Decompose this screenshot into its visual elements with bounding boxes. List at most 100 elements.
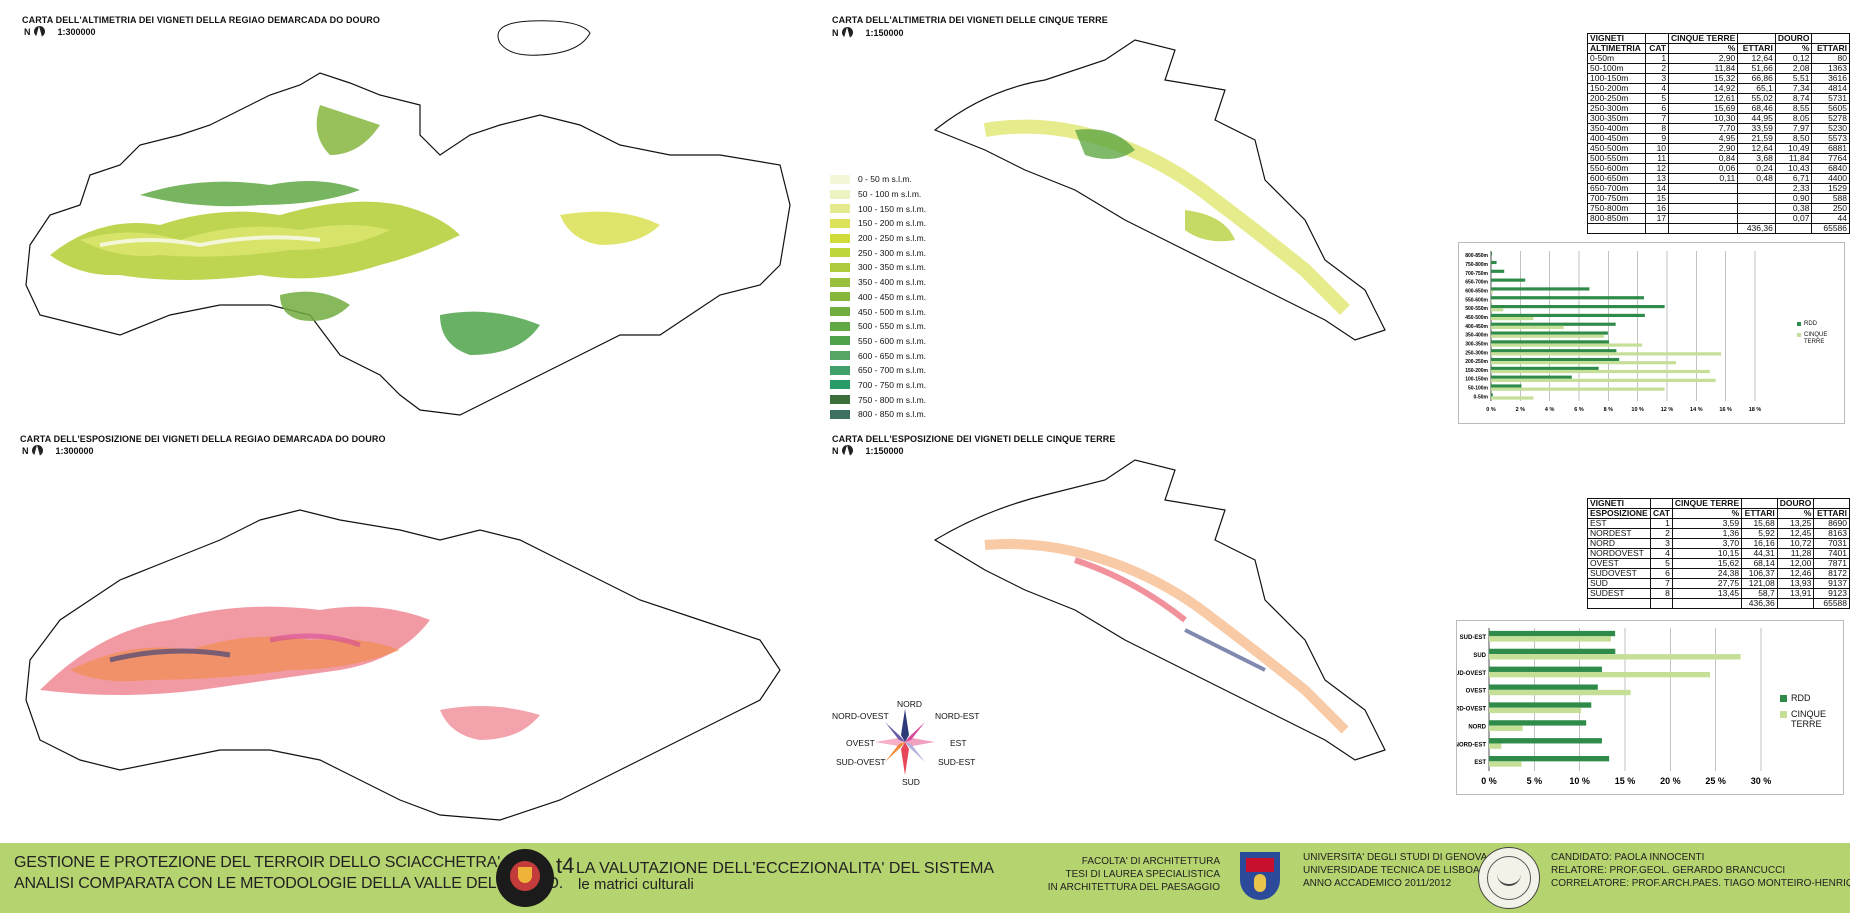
x-tick-label: 12 % (1661, 407, 1674, 413)
compass-sud-est: SUD-EST (938, 757, 976, 767)
table-cell: 5731 (1811, 93, 1850, 104)
table-cell: 12,45 (1776, 528, 1815, 539)
legend-row: 250 - 300 m s.l.m. (830, 245, 926, 260)
table-cell: 2,08 (1774, 63, 1813, 74)
category-label: 700-750m (1465, 271, 1488, 277)
table-cell: 106,37 (1741, 568, 1778, 579)
legend-swatch (830, 248, 850, 258)
bar-cinque-terre (1491, 343, 1643, 347)
table-row: 650-700m 14 2,33 1529 (1586, 183, 1850, 194)
university-line1: UNIVERSITA' DEGLI STUDI DI GENOVA (1303, 852, 1488, 863)
table-cell (1668, 213, 1739, 224)
bar-cinque-terre (1491, 308, 1504, 312)
table-cell (1737, 193, 1776, 204)
table-cell: 50-100m (1586, 63, 1647, 74)
north-label: N (24, 26, 31, 37)
table-cell: ETTARI (1813, 508, 1850, 519)
legend-ct: CINQUE TERRE (1797, 332, 1834, 346)
table-cell: 44 (1811, 213, 1850, 224)
bar-rdd (1491, 269, 1505, 273)
legend-swatch (830, 218, 850, 228)
bar-rdd (1491, 349, 1617, 353)
north-indicator: N 1:300000 (24, 26, 96, 37)
legend-swatch (830, 395, 850, 405)
table-cell: 65588 (1813, 598, 1850, 609)
compass-sud-ovest: SUD-OVEST (836, 757, 886, 767)
legend-swatch (830, 262, 850, 272)
table-cell: 150-200m (1586, 83, 1647, 94)
table-cell: 8,55 (1774, 103, 1813, 114)
compass-nord-est: NORD-EST (935, 711, 980, 721)
category-label: SUD-OVEST (1457, 671, 1486, 677)
table-row: SUDOVEST 6 24,38 106,37 12,46 8172 (1587, 568, 1850, 579)
table-cell: 27,75 (1671, 578, 1743, 589)
table-cell: 121,08 (1741, 578, 1778, 589)
legend-swatch (830, 336, 850, 346)
altimetry-chart: 0 % 2 % 4 % 6 % 8 % 10 % 12 % 14 % 16 % 18 % 800-8… (1458, 242, 1845, 424)
table-row: OVEST 5 15,62 68,14 12,00 7871 (1587, 558, 1850, 569)
map-title-esposizione-douro: CARTA DELL'ESPOSIZIONE DEI VIGNETI DELLA… (20, 434, 386, 444)
legend-swatch (830, 189, 850, 199)
x-tick-label: 0 % (1481, 776, 1497, 786)
footer-title-line2: ANALISI COMPARATA CON LE METODOLOGIE DEL… (14, 875, 563, 892)
north-label: N (22, 445, 29, 456)
table-cell (1737, 203, 1776, 214)
table-cell: 4 (1645, 83, 1670, 94)
category-label: 250-300m (1465, 350, 1488, 356)
table-cell: 436,36 (1741, 598, 1778, 609)
table-cell: CAT (1649, 508, 1673, 519)
legend-label: 50 - 100 m s.l.m. (858, 189, 922, 200)
bar-cinque-terre (1489, 743, 1502, 749)
legend-row: 400 - 450 m s.l.m. (830, 290, 926, 305)
thesis-logo-icon (496, 849, 554, 907)
legend-rdd: RDD (1780, 693, 1811, 703)
table-cell (1813, 498, 1850, 509)
legend-swatch (830, 292, 850, 302)
exposure-bar-chart: 0 % 5 % 10 % 15 % 20 % 25 % 30 % SUD-EST SUD SUD-… (1446, 628, 1771, 786)
bar-cinque-terre (1491, 378, 1716, 382)
legend-label: 100 - 150 m s.l.m. (858, 203, 927, 214)
table-cell: 15,68 (1741, 518, 1778, 529)
legend-swatch (830, 174, 850, 184)
bar-rdd (1489, 738, 1602, 744)
table-cell: 200-250m (1586, 93, 1647, 104)
table-cell: 5 (1649, 558, 1673, 569)
table-cell: SUDEST (1587, 588, 1651, 599)
category-label: 400-450m (1465, 324, 1488, 330)
table-cell: 65,1 (1737, 83, 1776, 94)
compass-est: EST (950, 738, 967, 748)
north-arrow-icon (841, 27, 853, 38)
x-tick-label: 2 % (1516, 407, 1526, 413)
category-label: SUD-EST (1460, 635, 1487, 641)
compass-nord-ovest: NORD-OVEST (832, 711, 889, 721)
table-cell: 15,69 (1668, 103, 1739, 114)
table-cell (1668, 203, 1739, 214)
faculty-line1: FACOLTA' DI ARCHITETTURA (1081, 856, 1220, 867)
legend-label: 0 - 50 m s.l.m. (858, 174, 912, 185)
table-cell: 1363 (1811, 63, 1850, 74)
north-label: N (832, 27, 839, 38)
table-cell: 5605 (1811, 103, 1850, 114)
table-cell: 0,07 (1774, 213, 1813, 224)
table-cell: 3 (1645, 73, 1670, 84)
table-cell: 1 (1645, 53, 1670, 64)
table-cell (1741, 498, 1778, 509)
north-arrow-icon (31, 445, 43, 456)
table-cell: 5230 (1811, 123, 1850, 134)
candidate-line1: CANDIDATO: PAOLA INNOCENTI (1551, 852, 1705, 863)
table-row: NORDOVEST 4 10,15 44,31 11,28 7401 (1587, 548, 1850, 559)
table-cell: VIGNETI (1586, 33, 1647, 44)
table-cell: 2,33 (1774, 183, 1813, 194)
x-tick-label: 8 % (1604, 407, 1614, 413)
university-line3: ANNO ACCADEMICO 2011/2012 (1303, 878, 1452, 889)
table-row: 200-250m 5 12,61 55,02 8,74 5731 (1586, 93, 1850, 104)
bar-cinque-terre (1491, 387, 1665, 391)
bar-cinque-terre (1491, 369, 1710, 374)
table-cell: 436,36 (1737, 223, 1776, 234)
table-cell: 8,50 (1774, 133, 1813, 144)
table-cell: DOURO (1774, 33, 1813, 44)
x-tick-label: 25 % (1705, 776, 1726, 786)
table-cell (1774, 223, 1813, 234)
table-cell: 11,28 (1776, 548, 1815, 559)
table-cell: 13,93 (1776, 578, 1815, 589)
